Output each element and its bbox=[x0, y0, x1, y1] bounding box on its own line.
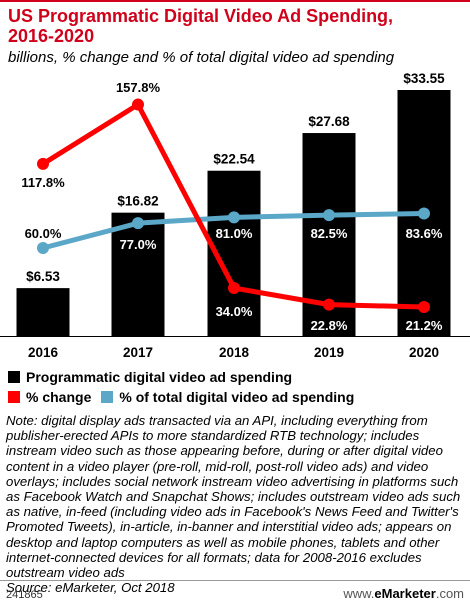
bar-label-2019: $27.68 bbox=[308, 114, 350, 129]
change-point-2017 bbox=[132, 98, 144, 111]
title-accent-line bbox=[0, 0, 470, 2]
x-tick-label-2020: 2020 bbox=[409, 345, 439, 360]
share-point-2017 bbox=[132, 217, 144, 230]
chart-title-line2: 2016-2020 bbox=[8, 26, 95, 46]
brand-suffix: .com bbox=[435, 586, 464, 601]
share-label-2016: 60.0% bbox=[25, 226, 62, 241]
share-point-2019 bbox=[323, 209, 335, 222]
x-tick-label-2017: 2017 bbox=[123, 345, 153, 360]
legend-label-bars: Programmatic digital video ad spending bbox=[26, 369, 293, 385]
bar-2017 bbox=[111, 212, 165, 336]
share-label-2020: 83.6% bbox=[406, 226, 443, 241]
x-tick-label-2018: 2018 bbox=[219, 345, 250, 360]
x-tick-label-2016: 2016 bbox=[28, 345, 59, 360]
bar-label-2020: $33.55 bbox=[403, 71, 445, 86]
legend-row-1: Programmatic digital video ad spending bbox=[8, 368, 468, 386]
brand-link[interactable]: www.eMarketer.com bbox=[343, 586, 464, 601]
share-point-2020 bbox=[418, 207, 430, 220]
change-point-2016 bbox=[37, 157, 49, 170]
share-label-2018: 81.0% bbox=[216, 226, 253, 241]
x-tick-label-2019: 2019 bbox=[314, 345, 344, 360]
brand-prefix: www. bbox=[343, 586, 375, 601]
change-label-2017: 157.8% bbox=[116, 80, 161, 95]
legend-swatch-change bbox=[8, 391, 20, 403]
legend-swatch-bars bbox=[8, 371, 20, 383]
legend-row-2: % change % of total digital video ad spen… bbox=[8, 388, 468, 406]
legend-swatch-share bbox=[101, 391, 114, 403]
chart-note: Note: digital display ads transacted via… bbox=[6, 413, 468, 595]
change-point-2018 bbox=[228, 282, 240, 295]
chart-title: US Programmatic Digital Video Ad Spendin… bbox=[8, 6, 464, 46]
share-point-2016 bbox=[37, 242, 49, 254]
change-label-2020: 21.2% bbox=[406, 318, 443, 333]
share-label-2019: 82.5% bbox=[311, 226, 348, 241]
bar-2016 bbox=[16, 288, 70, 336]
footer-divider bbox=[0, 580, 470, 581]
change-label-2018: 34.0% bbox=[216, 304, 253, 319]
chart-area: $6.53 $16.82 $22.54 $27.68 $33.55 117.8% 157.8… bbox=[0, 71, 470, 360]
change-label-2019: 22.8% bbox=[311, 318, 348, 333]
change-label-2016: 117.8% bbox=[21, 175, 65, 190]
chart-id: 241865 bbox=[6, 589, 43, 601]
brand-name: eMarketer bbox=[374, 586, 436, 601]
legend-label-share: % of total digital video ad spending bbox=[119, 389, 355, 405]
note-text: Note: digital display ads transacted via… bbox=[6, 413, 461, 581]
chart-title-line1: US Programmatic Digital Video Ad Spendin… bbox=[8, 6, 394, 26]
change-point-2020 bbox=[418, 301, 430, 313]
source-text: Source: eMarketer, Oct 2018 bbox=[6, 580, 175, 596]
bar-label-2016: $6.53 bbox=[26, 269, 60, 284]
share-label-2017: 77.0% bbox=[120, 237, 157, 252]
legend-label-change: % change bbox=[26, 389, 92, 405]
share-point-2018 bbox=[228, 211, 240, 224]
change-point-2019 bbox=[323, 298, 335, 311]
bar-label-2017: $16.82 bbox=[117, 194, 158, 209]
chart-subtitle: billions, % change and % of total digita… bbox=[8, 49, 395, 66]
bar-label-2018: $22.54 bbox=[213, 152, 255, 167]
